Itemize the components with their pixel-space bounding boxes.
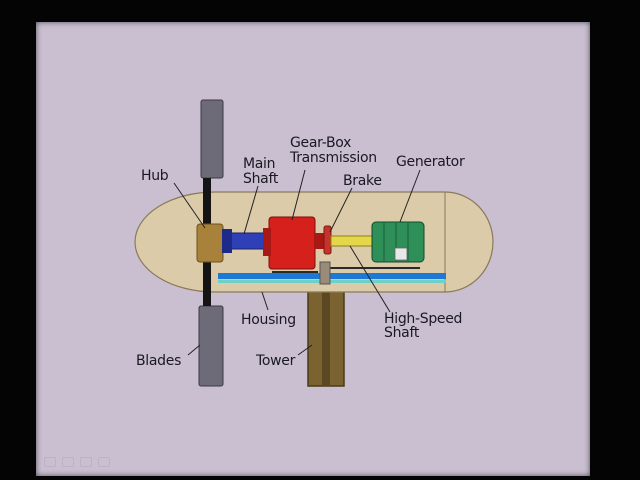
label-main-shaft-line1: Main [243,156,275,172]
gearbox [268,216,316,270]
leader-housing [261,291,269,311]
main-shaft-bearing [222,229,232,253]
label-gearbox-line2: Transmission [289,150,377,166]
leader-brake [329,187,353,233]
hub [196,223,224,263]
bedplate-stripe-lower [218,280,446,283]
label-gearbox-line1: Gear-Box [290,135,351,151]
leader-tower [297,344,313,356]
label-brake: Brake [343,173,382,189]
tower-shaft-core [322,283,330,386]
leader-generator [399,169,421,223]
generator-terminal-box [394,247,408,261]
slide-nav-controls [44,457,110,467]
leader-main-shaft [243,185,259,235]
pen-icon[interactable] [62,457,74,467]
yaw-bearing [319,261,331,285]
leader-hub [173,182,206,229]
leader-blades [187,344,201,356]
label-blades: Blades [136,353,181,369]
blade-bottom [198,305,224,387]
menu-icon[interactable] [80,457,92,467]
label-high-speed-line1: High-Speed [384,311,462,327]
label-high-speed-line2: Shaft [384,325,420,341]
leader-gearbox [291,169,306,221]
prev-icon[interactable] [44,457,56,467]
gearbox-output [314,233,324,249]
label-tower: Tower [255,353,296,369]
label-housing: Housing [241,312,296,328]
label-generator: Generator [396,154,465,170]
next-icon[interactable] [98,457,110,467]
gearbox-flange [263,228,271,256]
bedplate-stripe [218,273,446,279]
blade-top [200,99,224,179]
brake-disc [323,225,332,255]
high-speed-shaft [330,235,374,247]
label-hub: Hub [141,168,169,184]
label-main-shaft-line2: Shaft [243,171,279,187]
leader-high-speed-shaft [349,245,391,313]
generator [371,221,425,263]
